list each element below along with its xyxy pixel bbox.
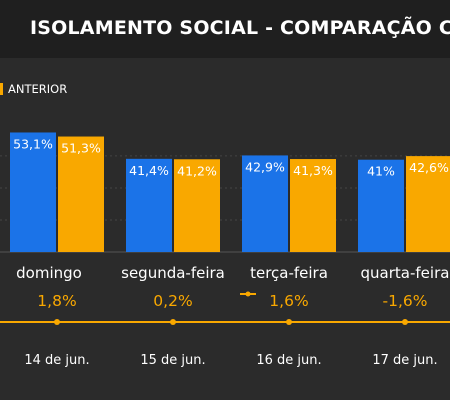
legend-item-anterior[interactable]: ANTERIOR	[0, 82, 67, 96]
bar-value-label: 42,6%	[409, 160, 449, 175]
header-bar: ISOLAMENTO SOCIAL - COMPARAÇÃO COM	[0, 0, 450, 58]
date-label: 14 de jun.	[24, 353, 89, 368]
difference-point[interactable]	[54, 319, 60, 325]
date-label: 16 de jun.	[256, 353, 321, 368]
category-label: quarta-feira	[361, 264, 450, 282]
difference-label: 1,8%	[37, 292, 76, 310]
category-label: segunda-feira	[121, 264, 225, 282]
bar-anterior[interactable]	[290, 159, 336, 252]
difference-point[interactable]	[170, 319, 176, 325]
date-label: 17 de jun.	[372, 353, 437, 368]
bar-value-label: 53,1%	[13, 136, 53, 151]
difference-label: -1,6%	[383, 292, 428, 310]
legend-swatch	[0, 83, 3, 95]
difference-point[interactable]	[402, 319, 408, 325]
bar-current[interactable]	[242, 155, 288, 252]
legend-label: ANTERIOR	[8, 82, 68, 96]
category-label: domingo	[16, 264, 82, 282]
bar-value-label: 51,3%	[61, 141, 101, 156]
bar-value-label: 41,4%	[129, 163, 169, 178]
bar-current[interactable]	[10, 132, 56, 252]
bar-anterior[interactable]	[406, 156, 450, 252]
bar-anterior[interactable]	[58, 136, 104, 252]
difference-label: 0,2%	[153, 292, 192, 310]
bar-value-label: 41%	[367, 164, 395, 179]
category-label: terça-feira	[250, 264, 328, 282]
bar-current[interactable]	[358, 159, 404, 252]
difference-line-marker-dot	[245, 291, 251, 297]
bar-value-label: 41,3%	[293, 163, 333, 178]
date-label: 15 de jun.	[140, 353, 205, 368]
bar-current[interactable]	[126, 158, 172, 252]
difference-point[interactable]	[286, 319, 292, 325]
chart-title: ISOLAMENTO SOCIAL - COMPARAÇÃO COM	[30, 17, 450, 39]
difference-label: 1,6%	[269, 292, 308, 310]
bar-value-label: 42,9%	[245, 159, 285, 174]
bar-anterior[interactable]	[174, 159, 220, 252]
bar-value-label: 41,2%	[177, 163, 217, 178]
